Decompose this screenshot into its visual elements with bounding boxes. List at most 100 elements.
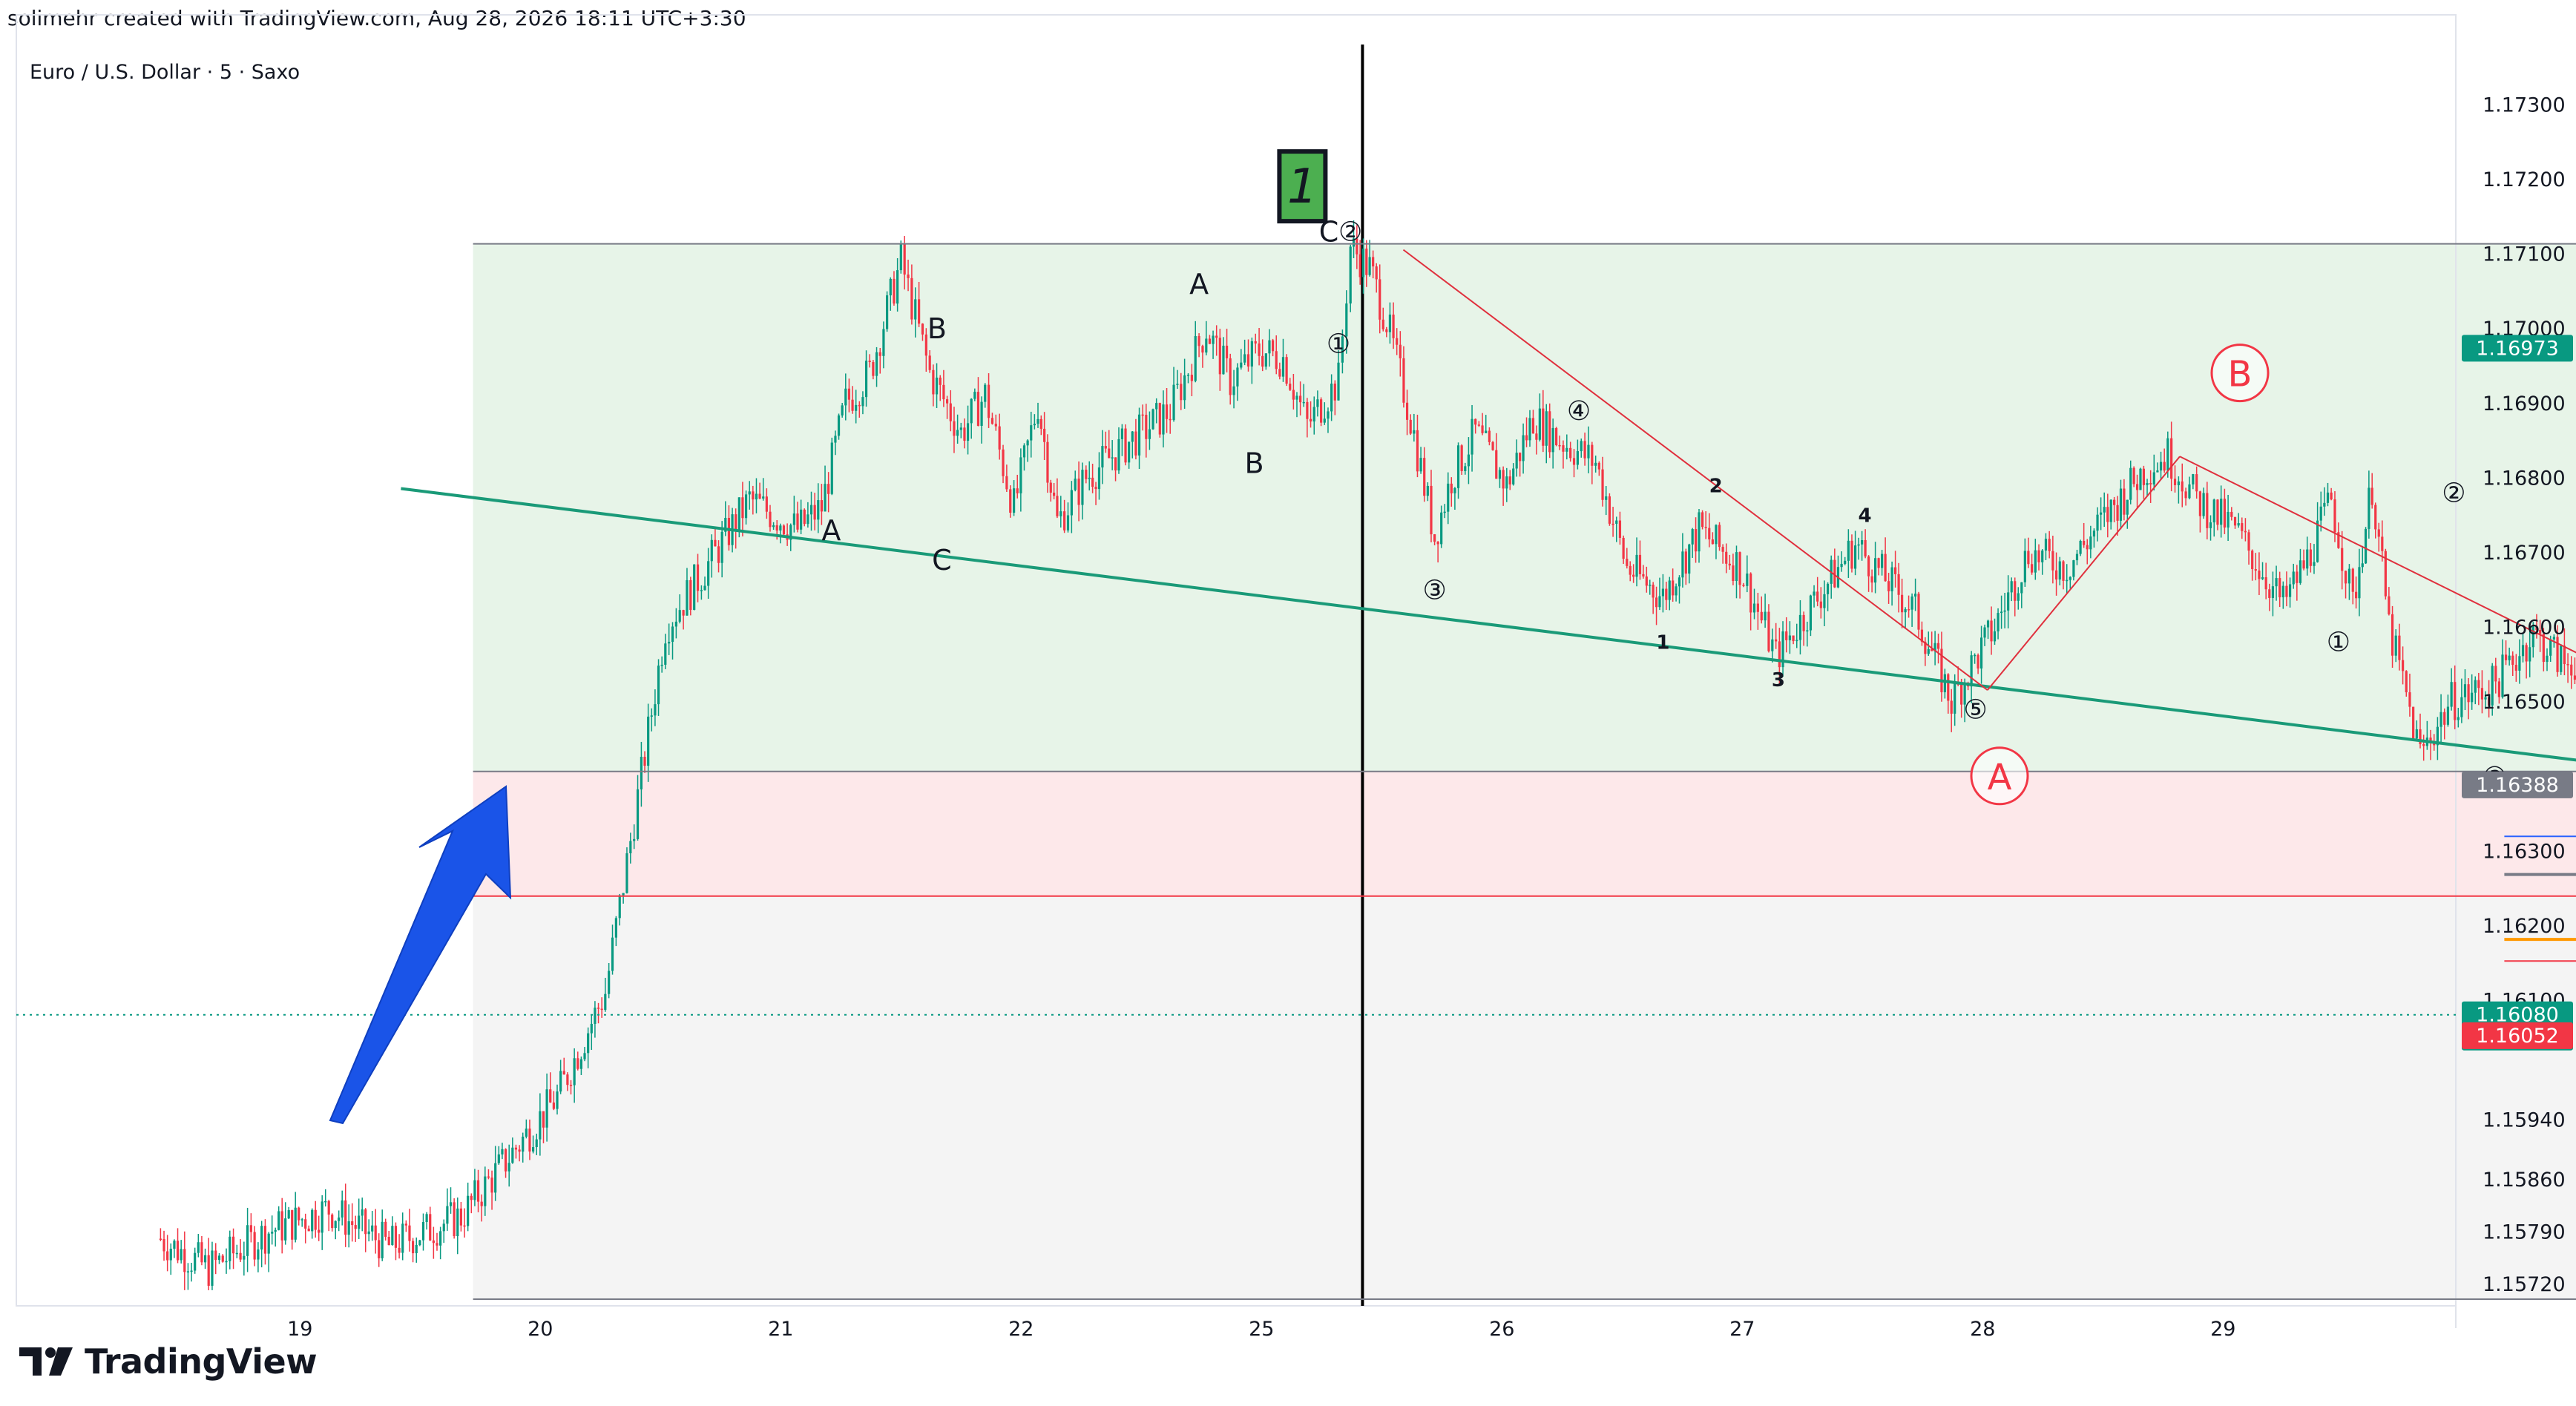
candle-body [1215, 335, 1218, 338]
candle-body [274, 1229, 277, 1232]
candle-body [1638, 554, 1642, 574]
candle-body [246, 1225, 249, 1256]
candle-body [2560, 645, 2563, 672]
candle-body [1345, 303, 1348, 337]
candle-body [2484, 697, 2487, 700]
candle-body [463, 1225, 466, 1227]
candle-body [2374, 505, 2377, 530]
candle-body [2439, 712, 2442, 727]
candle-body [2388, 596, 2391, 614]
candle-body [2146, 483, 2149, 485]
candle-body [2412, 706, 2415, 739]
candle-body [2358, 567, 2361, 599]
candle-body [2563, 645, 2566, 665]
candle-body [1771, 639, 1774, 651]
candle-body [2037, 550, 2040, 562]
candle-body [2504, 654, 2508, 660]
labels-layer: 12ABCBACABC②①③④1234⑤②①③④⑤ [821, 149, 2507, 806]
candle-body [796, 513, 799, 530]
candle-body [367, 1231, 370, 1235]
candle-body [2394, 635, 2397, 656]
candle-body [1605, 496, 1608, 500]
candle-body [2494, 666, 2497, 682]
candle-body [439, 1231, 442, 1246]
candle-body [1312, 407, 1315, 422]
candle-body [2542, 634, 2545, 663]
candle-body [2247, 532, 2250, 551]
candle-body [1120, 428, 1123, 439]
candle-body [2552, 637, 2555, 640]
candle-body [2281, 585, 2284, 598]
candle-body [1861, 540, 1864, 545]
wave-label-circle: ① [1327, 329, 1350, 359]
candle-body [2333, 499, 2336, 533]
candle-body [2443, 712, 2446, 725]
candle-body [351, 1221, 354, 1226]
candle-body [2014, 581, 2017, 601]
candle-body [792, 513, 795, 525]
candle-body [1162, 404, 1165, 435]
fib-zone-grey-lower [473, 896, 2576, 1299]
candle-body [2170, 438, 2173, 479]
candle-body [1365, 249, 1368, 275]
candle-body [2166, 438, 2169, 471]
candle-body [2480, 688, 2484, 700]
price-tick: 1.17200 [2483, 168, 2566, 191]
candle-body [1447, 483, 1450, 512]
candle-body [347, 1221, 350, 1235]
candle-body [1752, 603, 1756, 613]
candle-body [1572, 458, 1576, 465]
candle-body [2535, 625, 2538, 631]
candle-body [2271, 586, 2275, 598]
candle-body [1732, 565, 1735, 582]
candle-body [2347, 568, 2351, 584]
candle-body [1591, 444, 1594, 466]
candle-body [2223, 499, 2226, 528]
time-tick: 29 [2210, 1318, 2235, 1341]
candle-body [817, 500, 820, 520]
candle-body [935, 377, 939, 395]
candle-body [622, 893, 625, 896]
wave-label-circle: ⑤ [1963, 694, 1987, 725]
candle-body [494, 1163, 497, 1193]
candle-body [1430, 485, 1433, 535]
candle-body [2408, 692, 2411, 707]
candle-body [318, 1229, 321, 1233]
candle-body [1460, 445, 1463, 471]
candle-body [2048, 539, 2051, 551]
candle-body [2129, 467, 2132, 500]
candle-body [640, 757, 643, 789]
candle-body [1864, 540, 1867, 556]
price-tick: 1.16300 [2483, 840, 2566, 863]
price-tick: 1.16600 [2483, 617, 2566, 640]
candle-body [2368, 487, 2370, 529]
candle-body [2364, 528, 2368, 564]
candle-body [1708, 528, 1711, 540]
candle-body [239, 1252, 242, 1260]
candle-body [2292, 571, 2295, 585]
wave-label-red-B: B [2228, 354, 2253, 395]
price-tick: 1.17100 [2483, 243, 2566, 266]
candle-body [1056, 496, 1059, 516]
candle-body [1416, 430, 1419, 472]
wave-label-small-3: 3 [1772, 669, 1785, 691]
candle-body [1151, 409, 1154, 430]
candle-body [1381, 319, 1384, 329]
candle-body [364, 1209, 367, 1235]
candle-body [2177, 481, 2180, 485]
candle-body [2000, 611, 2003, 614]
candle-body [1615, 520, 1618, 524]
candle-body [2156, 470, 2159, 473]
wave-line-3 [2179, 456, 2576, 654]
candle-body [1104, 446, 1107, 449]
candle-body [1036, 418, 1039, 424]
candle-body [1302, 401, 1305, 404]
candle-body [1908, 609, 1910, 611]
candle-body [2241, 523, 2244, 531]
candle-body [973, 392, 976, 399]
candle-body [404, 1223, 407, 1226]
price-tick: 1.15790 [2483, 1221, 2566, 1244]
candle-body [682, 610, 685, 616]
candle-body [1108, 448, 1111, 459]
